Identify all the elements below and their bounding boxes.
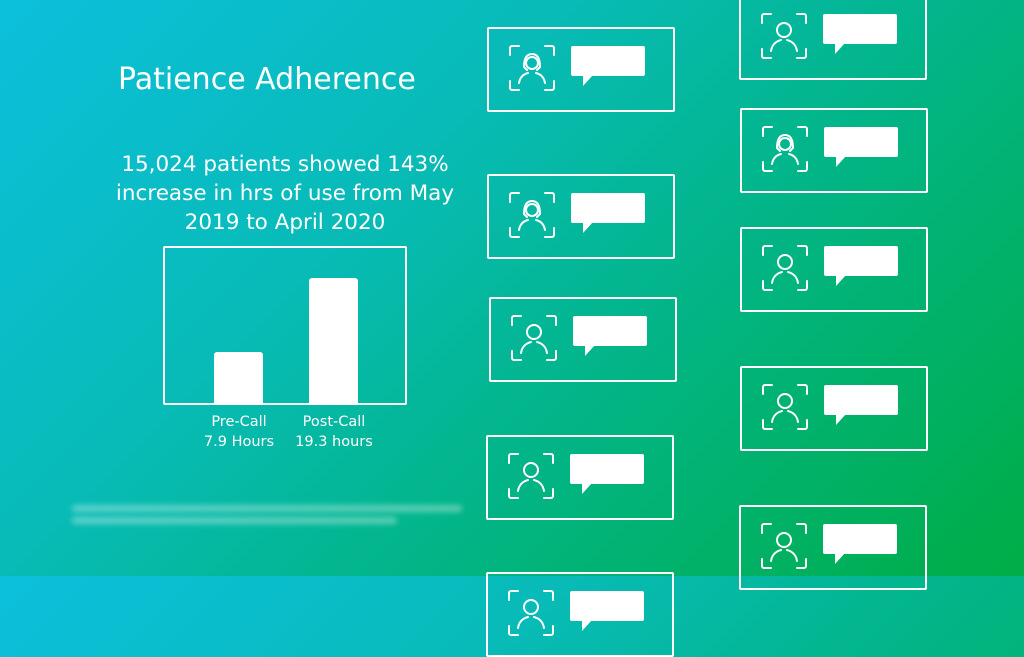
chat-card xyxy=(739,0,927,80)
speech-bubble-icon xyxy=(571,193,645,233)
female-face-scan-icon xyxy=(762,126,808,172)
speech-bubble-icon xyxy=(823,524,897,564)
male-face-scan-icon xyxy=(761,523,807,569)
male-face-scan-icon xyxy=(508,453,554,499)
male-face-scan-icon xyxy=(508,590,554,636)
chat-card xyxy=(487,174,675,259)
male-face-scan-icon xyxy=(761,13,807,59)
speech-bubble-icon xyxy=(570,591,644,631)
male-face-scan-icon xyxy=(511,315,557,361)
chat-card xyxy=(486,435,674,520)
speech-bubble-icon xyxy=(823,14,897,54)
category-label: Pre-Call xyxy=(211,414,267,430)
speech-bubble-icon xyxy=(570,454,644,494)
speech-bubble-icon xyxy=(571,46,645,86)
speech-bubble-icon xyxy=(573,316,647,356)
male-face-scan-icon xyxy=(762,245,808,291)
chat-card xyxy=(739,505,927,590)
female-face-scan-icon xyxy=(509,45,555,91)
chat-card xyxy=(740,227,928,312)
value-label: 7.9 Hours xyxy=(203,434,275,450)
category-label: Post-Call xyxy=(302,414,366,430)
speech-bubble-icon xyxy=(824,385,898,425)
x-label-pre-call: Pre-Call 7.9 Hours xyxy=(179,412,299,452)
bar-post-call xyxy=(309,278,358,403)
x-label-post-call: Post-Call 19.3 hours xyxy=(274,412,394,452)
bar-chart xyxy=(163,246,407,405)
subtitle: 15,024 patients showed 143% increase in … xyxy=(115,152,455,235)
chat-card xyxy=(487,27,675,112)
speech-bubble-icon xyxy=(824,127,898,167)
female-face-scan-icon xyxy=(509,192,555,238)
chat-card xyxy=(489,297,677,382)
chat-card xyxy=(486,572,674,657)
bar-pre-call xyxy=(214,351,263,403)
page-title: Patience Adherence xyxy=(118,62,416,97)
value-label: 19.3 hours xyxy=(295,434,373,450)
chat-card xyxy=(740,366,928,451)
chat-card xyxy=(740,108,928,193)
male-face-scan-icon xyxy=(762,384,808,430)
speech-bubble-icon xyxy=(824,246,898,286)
